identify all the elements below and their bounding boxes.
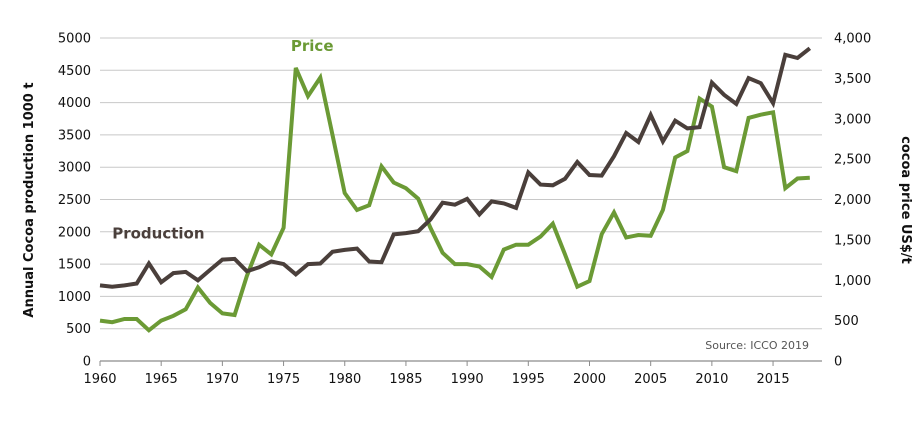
y-axis-left-title: Annual Cocoa production 1000 t	[22, 82, 37, 317]
x-tick-label: 2005	[634, 372, 667, 387]
x-tick-label: 1980	[328, 372, 361, 387]
tick-labels: 0500100015002000250030003500400045005000…	[58, 32, 871, 388]
y-left-tick-label: 2500	[58, 193, 91, 208]
x-tick-label: 2000	[573, 372, 606, 387]
y-left-tick-label: 2000	[58, 225, 91, 240]
x-tick-label: 1960	[83, 372, 116, 387]
y-right-tick-label: 4,000	[834, 32, 871, 47]
y-left-tick-label: 1000	[58, 290, 91, 305]
x-tick-label: 1995	[512, 372, 545, 387]
y-left-tick-label: 3000	[58, 161, 91, 176]
y-right-tick-label: 1,000	[834, 274, 871, 289]
y-left-tick-label: 5000	[58, 32, 91, 47]
y-right-tick-label: 3,500	[834, 72, 871, 87]
y-left-tick-label: 4500	[58, 64, 91, 79]
y-left-tick-label: 500	[66, 322, 91, 337]
x-tick-label: 1965	[145, 372, 178, 387]
y-left-tick-label: 3500	[58, 128, 91, 143]
source-note: Source: ICCO 2019	[705, 339, 809, 352]
x-tick-label: 1975	[267, 372, 300, 387]
y-right-tick-label: 2,500	[834, 153, 871, 168]
y-right-tick-label: 2,000	[834, 193, 871, 208]
y-axis-right-title: cocoa price US$/t	[898, 136, 913, 264]
y-right-tick-label: 3,000	[834, 112, 871, 127]
production-line	[99, 46, 812, 289]
x-tick-label: 2015	[757, 372, 790, 387]
x-tick-label: 1990	[451, 372, 484, 387]
grid-lines	[100, 37, 822, 330]
x-tick-label: 1985	[389, 372, 422, 387]
y-left-tick-label: 0	[83, 355, 91, 370]
price-series-label: Price	[291, 37, 334, 55]
axes	[99, 360, 822, 366]
y-right-tick-label: 1,500	[834, 233, 871, 248]
production-series-label: Production	[112, 224, 204, 242]
y-right-tick-label: 500	[834, 314, 859, 329]
series-lines	[99, 46, 812, 333]
y-left-tick-label: 4000	[58, 96, 91, 111]
y-right-tick-label: 0	[834, 355, 842, 370]
x-tick-label: 2010	[695, 372, 728, 387]
y-left-tick-label: 1500	[58, 258, 91, 273]
x-tick-label: 1970	[206, 372, 239, 387]
price-line	[99, 67, 810, 333]
